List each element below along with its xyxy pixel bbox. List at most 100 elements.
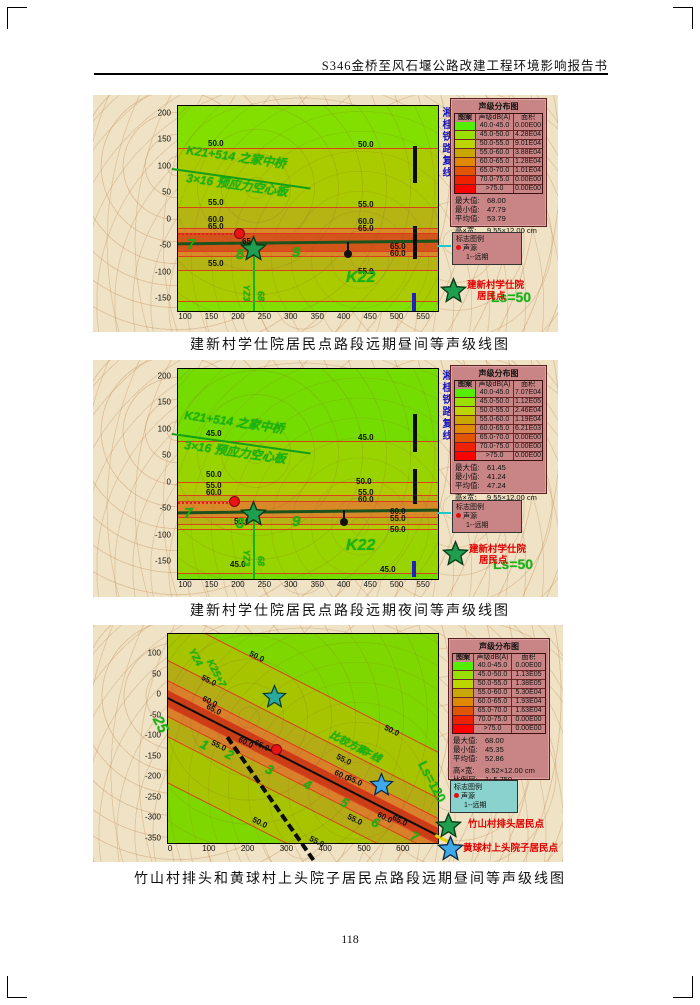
contour-line [178, 482, 438, 483]
axis-tick-label: 200 [157, 108, 171, 118]
plot-area: K21+514 之家中桥 3×16 预应力空心板 50.0 50.0 55.0 … [171, 105, 439, 312]
stat-label: 高×宽: [455, 226, 477, 235]
legend-col-area: 面积 [521, 654, 536, 661]
legend-color-swatch [455, 122, 476, 130]
legend-area: 1.12E05 [514, 398, 542, 405]
x-axis-labels: 0 100 200 300 400 500 600 [167, 844, 437, 854]
legend-row: 60.0-65.0 6.21E03 [455, 424, 542, 433]
contour-line [178, 148, 438, 149]
contour-line [178, 529, 438, 530]
contour-line [178, 228, 438, 229]
contour-label: 60.0 [208, 215, 224, 224]
legend-color-swatch [453, 707, 474, 715]
sound-source-legend-icon [454, 793, 459, 798]
axis-tick-label: 300 [279, 844, 294, 853]
contour-line [178, 207, 438, 208]
axis-tick-label: 450 [363, 580, 377, 589]
legend-color-swatch [453, 716, 474, 724]
legend-area: 1.38E05 [515, 680, 542, 687]
stat-value: 41.24 [487, 472, 506, 481]
axis-tick-label: -50 [159, 240, 171, 250]
legend-area: 0.00E00 [515, 716, 542, 723]
contour-label: 60.0 [358, 217, 374, 226]
legend-row: 65.0-70.0 0.00E00 [455, 433, 542, 442]
contour-label: 50.0 [390, 525, 406, 534]
axis-tick-label: 0 [166, 214, 171, 224]
legend-row: 40.0-45.0 7.07E04 [455, 389, 542, 397]
legend-area: 1.93E04 [515, 698, 542, 705]
stat-value: 9.55×12.00 cm [487, 226, 537, 235]
receptor-star-icon [262, 684, 287, 708]
figure-caption: 建新村学仕院居民点路段远期夜间等声级线图 [190, 604, 510, 619]
noise-bands [178, 369, 438, 579]
marker-legend: 标志图例 声源 1--远期 [452, 500, 522, 533]
axis-tick-label: -100 [154, 267, 171, 277]
legend-col-level: 声级dB(A) [476, 381, 514, 389]
receptor-star-icon [240, 235, 267, 261]
blue-bar [412, 293, 416, 311]
legend-color-swatch [455, 389, 476, 397]
contour-label: 65.0 [358, 224, 374, 233]
legend-row: 50.0-55.0 1.38E05 [453, 679, 545, 688]
header-rule [94, 73, 608, 75]
axis-tick-label: 50 [152, 669, 161, 679]
axis-tick-label: -100 [154, 530, 171, 540]
axis-tick-label: 100 [202, 844, 216, 853]
receptor-star-icon [442, 540, 469, 566]
axis-tick-label: 350 [310, 580, 324, 589]
crop-mark [7, 997, 27, 998]
legend-area: 0.00E00 [514, 122, 542, 129]
contour-line [178, 301, 438, 302]
chainage-label-k22: K22 [346, 537, 376, 554]
legend-row: 50.0-55.0 9.01E04 [455, 139, 542, 148]
legend-color-swatch [455, 443, 476, 451]
axis-tick-label: 100 [157, 161, 171, 171]
contour-line [178, 524, 438, 525]
receptor-star-icon [435, 812, 462, 838]
legend-range: 50.0-55.0 [474, 680, 512, 688]
topo-texture [178, 369, 438, 579]
contour-line [178, 270, 438, 271]
site-label-line2: 居民点 [477, 291, 506, 303]
legend-range: 60.0-65.0 [476, 158, 514, 166]
axis-tick-label: 250 [257, 580, 272, 589]
legend-row: 45.0-50.0 1.12E05 [455, 397, 542, 406]
legend-range: 70.0-75.0 [476, 443, 514, 451]
legend-panel: 声级分布图 图案 声级dB(A) 面积 40.0-45.0 7.07E04 45.0… [450, 365, 547, 511]
stat-label: 最小值: [453, 745, 478, 754]
contour-label: 45.0 [230, 560, 246, 569]
legend-range: 70.0-75.0 [476, 176, 514, 184]
receptor-star-icon [437, 835, 464, 861]
legend-range: 65.0-70.0 [476, 434, 514, 442]
legend-range: 45.0-50.0 [476, 131, 514, 139]
legend-row: 45.0-50.0 4.28E04 [455, 130, 542, 139]
y-axis-labels: 100 50 0 -50 -100 -150 -200 -250 -300 -350 [137, 633, 163, 843]
chainage-label: 8 [236, 246, 245, 263]
page-header-title: S346金桥至风石堰公路改建工程环境影响报告书 [321, 59, 608, 73]
axis-tick-label: 550 [416, 312, 430, 321]
contour-label: 65.0 [390, 242, 406, 251]
axis-tick-label: 150 [157, 134, 171, 144]
topo-texture [168, 634, 438, 843]
axis-tick-label: 200 [231, 580, 245, 589]
legend-table: 图案 声级dB(A) 面积 40.0-45.0 0.00E00 45.0-50.0 1… [452, 653, 546, 734]
legend-row: >75.0 0.00E00 [455, 451, 542, 460]
crop-mark [7, 976, 8, 998]
stat-label: 最小值: [455, 472, 480, 481]
legend-col-pattern: 图案 [455, 381, 476, 389]
legend-color-swatch [455, 176, 476, 184]
contour-line [178, 501, 438, 502]
axis-tick-label: 500 [357, 844, 371, 853]
legend-range: >75.0 [476, 452, 514, 460]
legend-range: 50.0-55.0 [476, 407, 514, 415]
chainage-label: 7 [187, 236, 196, 253]
monitor-dot [340, 518, 348, 526]
axis-tick-label: 150 [204, 580, 219, 589]
blue-bar [412, 561, 416, 577]
sound-source-legend-icon [456, 513, 461, 518]
legend-row: 65.0-70.0 1.01E04 [455, 166, 542, 175]
marker-source-label: 声源 [463, 245, 477, 252]
axis-tick-label: 100 [147, 648, 161, 658]
marker-phase-label: 1--远期 [466, 254, 489, 261]
figure-map-nighttime-jianxin: K21+514 之家中桥 3×16 预应力空心板 45.0 45.0 50.0 … [93, 360, 558, 597]
